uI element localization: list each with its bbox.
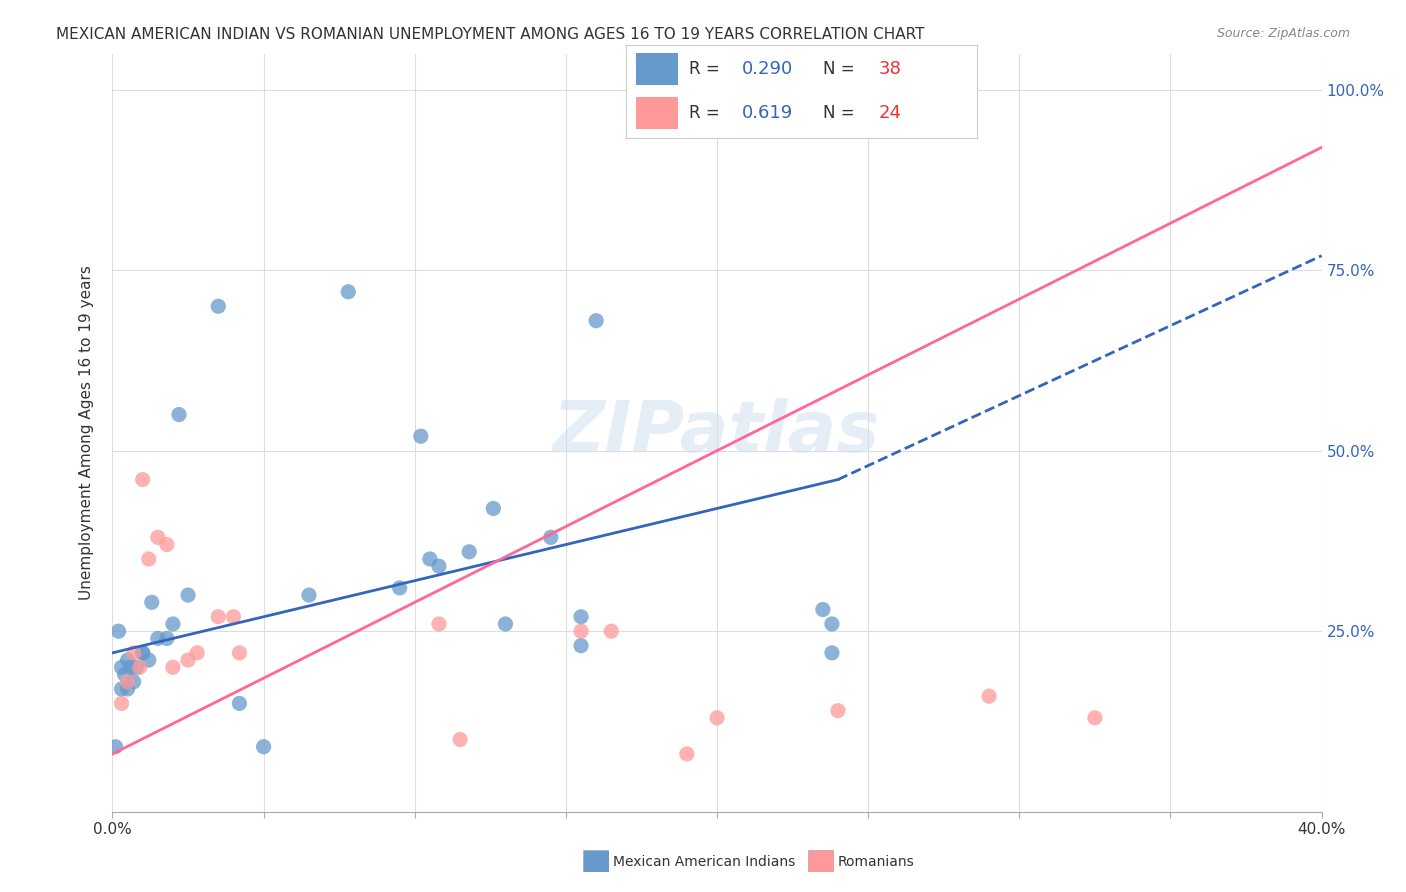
Point <box>569 624 592 639</box>
Point <box>156 537 179 551</box>
FancyBboxPatch shape <box>636 97 678 129</box>
FancyBboxPatch shape <box>808 850 834 872</box>
Point <box>156 632 179 646</box>
Text: 0.290: 0.290 <box>742 60 793 78</box>
Text: Romanians: Romanians <box>838 855 915 869</box>
Point <box>482 501 505 516</box>
Y-axis label: Unemployment Among Ages 16 to 19 years: Unemployment Among Ages 16 to 19 years <box>79 265 94 600</box>
Point <box>110 681 132 696</box>
Text: MEXICAN AMERICAN INDIAN VS ROMANIAN UNEMPLOYMENT AMONG AGES 16 TO 19 YEARS CORRE: MEXICAN AMERICAN INDIAN VS ROMANIAN UNEM… <box>56 27 925 42</box>
Point <box>827 704 849 718</box>
Point <box>110 660 132 674</box>
Point <box>117 674 139 689</box>
Text: N =: N = <box>823 104 859 122</box>
Text: R =: R = <box>689 104 725 122</box>
Point <box>138 653 160 667</box>
Point <box>110 697 132 711</box>
Point <box>977 689 1000 703</box>
Point <box>167 408 190 422</box>
Point <box>1084 711 1107 725</box>
FancyBboxPatch shape <box>583 850 609 872</box>
Point <box>177 588 200 602</box>
Point <box>120 660 142 674</box>
Point <box>162 660 184 674</box>
Point <box>495 617 517 632</box>
Point <box>569 639 592 653</box>
Point <box>569 609 592 624</box>
Point <box>146 632 169 646</box>
Point <box>458 545 481 559</box>
Point <box>821 646 844 660</box>
Point <box>298 588 321 602</box>
Point <box>419 552 441 566</box>
Point <box>107 624 129 639</box>
Point <box>114 667 136 681</box>
Point <box>337 285 360 299</box>
Point <box>675 747 697 761</box>
Point <box>138 552 160 566</box>
Text: 38: 38 <box>879 60 901 78</box>
Point <box>427 617 450 632</box>
Point <box>122 674 145 689</box>
Point <box>177 653 200 667</box>
Text: Source: ZipAtlas.com: Source: ZipAtlas.com <box>1216 27 1350 40</box>
Point <box>706 711 728 725</box>
Point <box>122 646 145 660</box>
Point <box>427 559 450 574</box>
Point <box>887 90 910 104</box>
Point <box>104 739 127 754</box>
Point <box>821 617 844 632</box>
Text: 0.619: 0.619 <box>742 104 793 122</box>
Point <box>128 660 150 674</box>
Point <box>132 473 155 487</box>
Point <box>141 595 163 609</box>
Point <box>162 617 184 632</box>
Point <box>132 646 155 660</box>
Point <box>207 299 229 313</box>
Text: 24: 24 <box>879 104 901 122</box>
Point <box>146 530 169 544</box>
Point <box>228 697 250 711</box>
Text: ZIPatlas: ZIPatlas <box>554 398 880 467</box>
Point <box>125 660 148 674</box>
Point <box>540 530 562 544</box>
Point <box>449 732 471 747</box>
Point <box>207 609 229 624</box>
Point <box>186 646 208 660</box>
Point <box>811 602 834 616</box>
Point <box>117 653 139 667</box>
FancyBboxPatch shape <box>636 53 678 85</box>
Text: R =: R = <box>689 60 725 78</box>
Point <box>228 646 250 660</box>
Point <box>117 681 139 696</box>
Point <box>132 646 155 660</box>
Point <box>409 429 432 443</box>
Text: N =: N = <box>823 60 859 78</box>
Text: Mexican American Indians: Mexican American Indians <box>613 855 796 869</box>
Point <box>585 314 607 328</box>
Point <box>600 624 623 639</box>
Point <box>253 739 276 754</box>
Point <box>222 609 245 624</box>
Point <box>388 581 411 595</box>
